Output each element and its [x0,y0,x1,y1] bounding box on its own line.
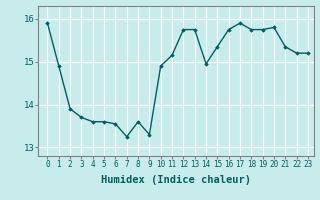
X-axis label: Humidex (Indice chaleur): Humidex (Indice chaleur) [101,175,251,185]
